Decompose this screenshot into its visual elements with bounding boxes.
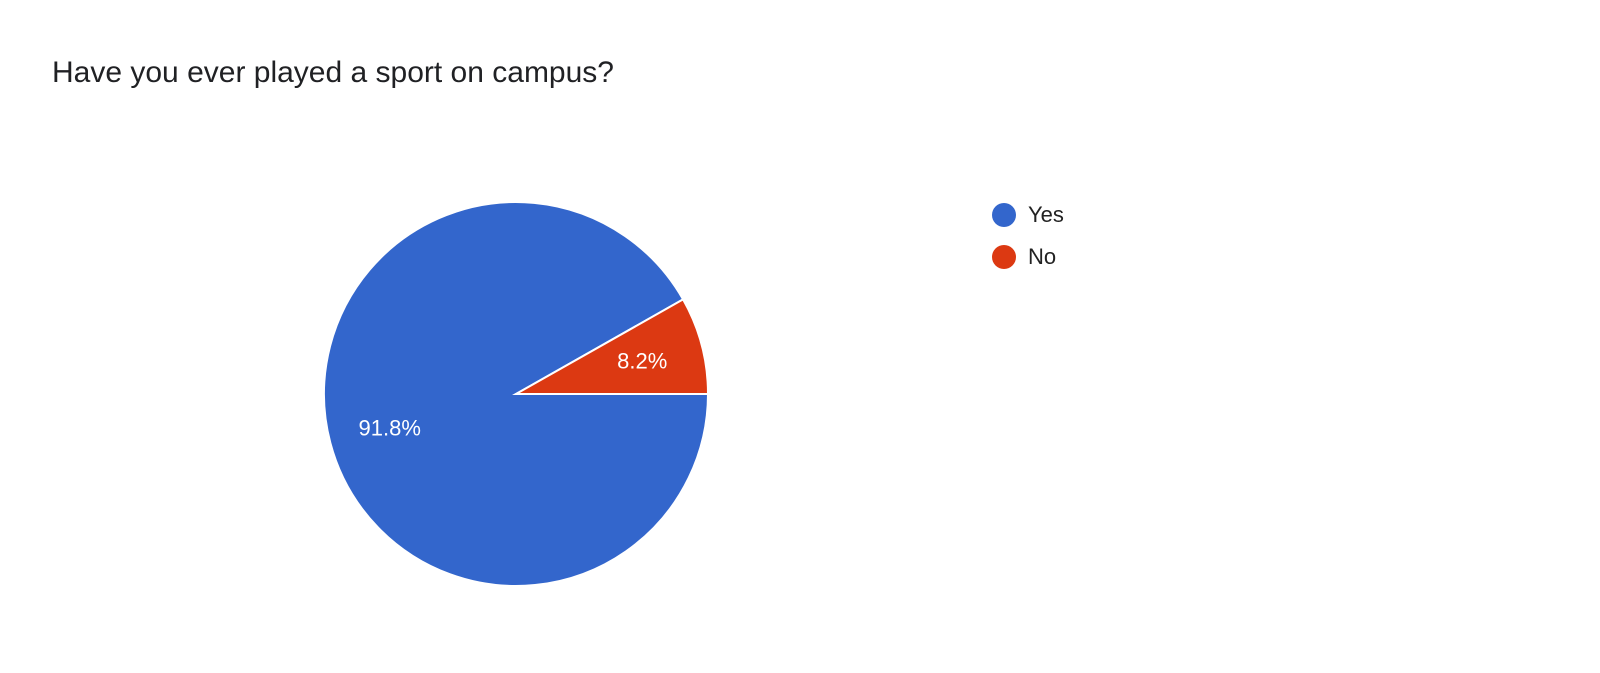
legend-item-no[interactable]: No	[992, 244, 1056, 270]
legend-item-yes[interactable]: Yes	[992, 202, 1064, 228]
legend-swatch-no	[992, 245, 1016, 269]
legend-swatch-yes	[992, 203, 1016, 227]
chart-title: Have you ever played a sport on campus?	[52, 56, 614, 89]
legend-label-no: No	[1028, 244, 1057, 269]
pie-slice-no[interactable]	[512, 298, 710, 395]
legend-label-yes: Yes	[1028, 202, 1064, 227]
slice-label-yes: 91.8%	[359, 415, 421, 440]
slice-label-no: 8.2%	[617, 349, 667, 374]
